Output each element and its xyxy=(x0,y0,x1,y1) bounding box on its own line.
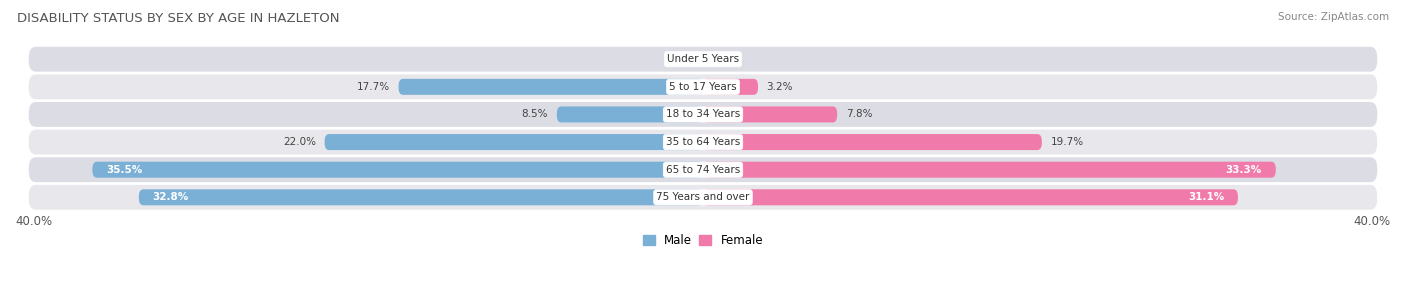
FancyBboxPatch shape xyxy=(93,162,703,178)
Text: 40.0%: 40.0% xyxy=(1354,215,1391,228)
Text: DISABILITY STATUS BY SEX BY AGE IN HAZLETON: DISABILITY STATUS BY SEX BY AGE IN HAZLE… xyxy=(17,12,339,25)
FancyBboxPatch shape xyxy=(703,134,1042,150)
Text: 7.8%: 7.8% xyxy=(846,109,872,119)
Text: 35.5%: 35.5% xyxy=(107,165,142,175)
Text: 18 to 34 Years: 18 to 34 Years xyxy=(666,109,740,119)
Text: Under 5 Years: Under 5 Years xyxy=(666,54,740,64)
Text: 31.1%: 31.1% xyxy=(1188,192,1225,202)
FancyBboxPatch shape xyxy=(703,162,1275,178)
Text: 3.2%: 3.2% xyxy=(766,82,793,92)
FancyBboxPatch shape xyxy=(557,106,703,123)
Text: Source: ZipAtlas.com: Source: ZipAtlas.com xyxy=(1278,12,1389,22)
FancyBboxPatch shape xyxy=(28,185,1378,210)
FancyBboxPatch shape xyxy=(28,102,1378,127)
FancyBboxPatch shape xyxy=(28,130,1378,154)
FancyBboxPatch shape xyxy=(28,74,1378,99)
FancyBboxPatch shape xyxy=(703,106,837,123)
FancyBboxPatch shape xyxy=(398,79,703,95)
Text: 8.5%: 8.5% xyxy=(522,109,548,119)
Text: 19.7%: 19.7% xyxy=(1050,137,1084,147)
FancyBboxPatch shape xyxy=(703,189,1237,205)
FancyBboxPatch shape xyxy=(28,47,1378,72)
Text: 0.0%: 0.0% xyxy=(709,54,734,64)
Text: 75 Years and over: 75 Years and over xyxy=(657,192,749,202)
Text: 0.0%: 0.0% xyxy=(672,54,697,64)
Text: 35 to 64 Years: 35 to 64 Years xyxy=(666,137,740,147)
Text: 65 to 74 Years: 65 to 74 Years xyxy=(666,165,740,175)
Text: 5 to 17 Years: 5 to 17 Years xyxy=(669,82,737,92)
Legend: Male, Female: Male, Female xyxy=(638,229,768,252)
FancyBboxPatch shape xyxy=(703,79,758,95)
Text: 32.8%: 32.8% xyxy=(153,192,188,202)
FancyBboxPatch shape xyxy=(325,134,703,150)
FancyBboxPatch shape xyxy=(139,189,703,205)
Text: 22.0%: 22.0% xyxy=(283,137,316,147)
Text: 33.3%: 33.3% xyxy=(1226,165,1263,175)
Text: 17.7%: 17.7% xyxy=(357,82,389,92)
FancyBboxPatch shape xyxy=(28,157,1378,182)
Text: 40.0%: 40.0% xyxy=(15,215,52,228)
